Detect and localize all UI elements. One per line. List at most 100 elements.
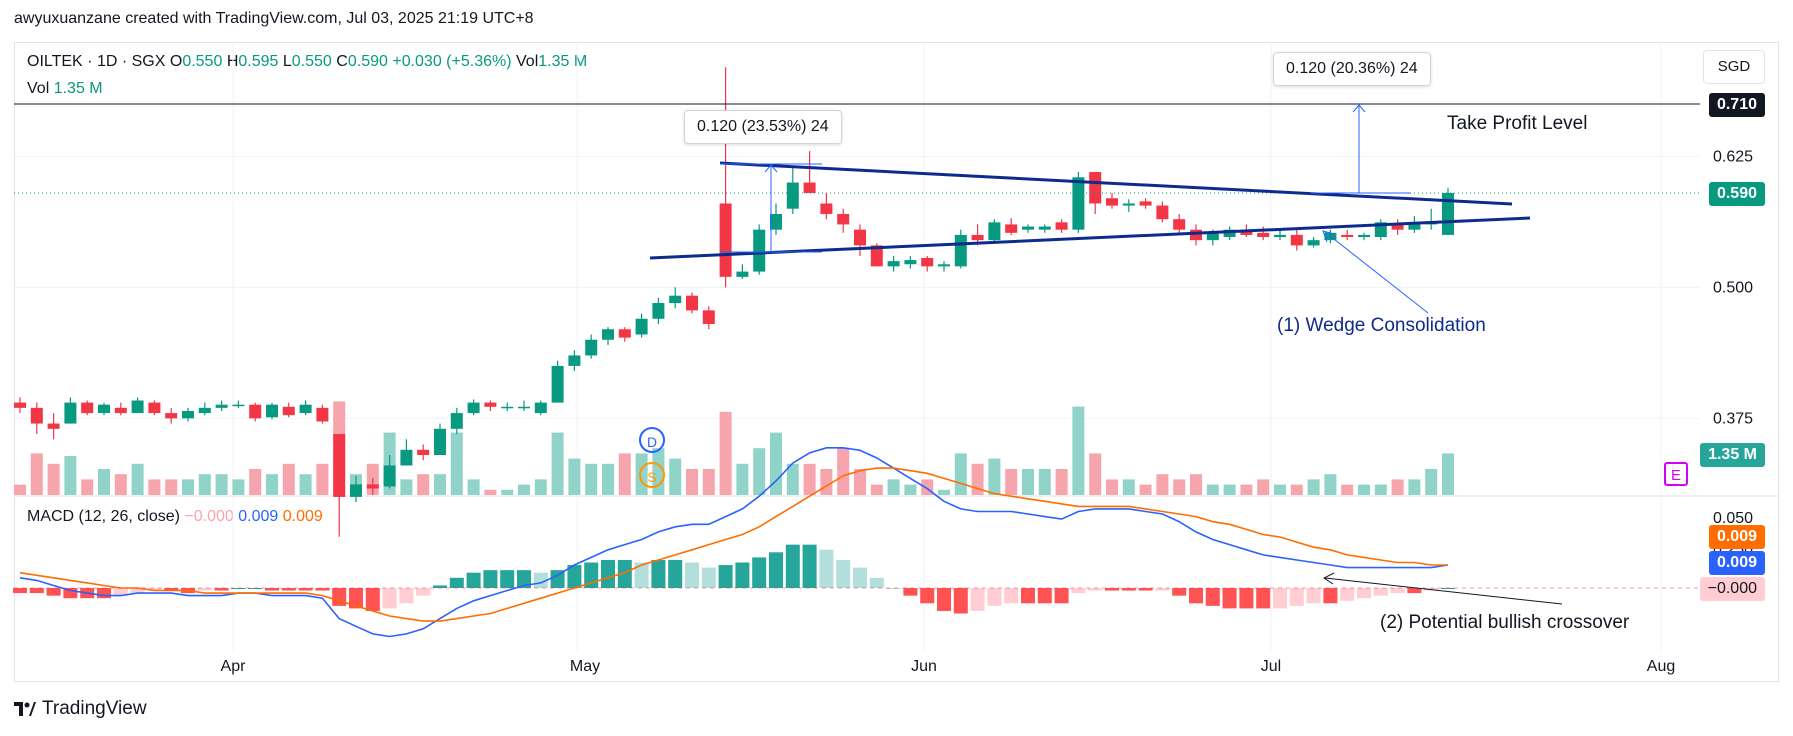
macd-hist-bar [1256, 588, 1271, 609]
macd-hist-bar [147, 588, 162, 591]
macd-hist-bar [685, 562, 699, 588]
volume-bar [1425, 469, 1438, 495]
candle-body [988, 222, 1001, 241]
candle-body [1005, 224, 1018, 233]
measure1-arrowhead [764, 164, 778, 173]
candle-body [1038, 226, 1051, 230]
symbol-label[interactable]: OILTEK · 1D · SGX [27, 53, 166, 70]
volume-bar [434, 474, 446, 495]
wedge-pointer-arrowhead [1322, 230, 1335, 243]
volume-bar [904, 484, 917, 495]
candle-body [1290, 234, 1303, 246]
candle-body [64, 402, 77, 424]
macd-legend-label[interactable]: MACD (12, 26, close) [27, 508, 180, 525]
macd-hist-bar [449, 577, 464, 588]
volume-bar [148, 479, 161, 495]
candles-group [14, 67, 1454, 537]
candle-body [333, 434, 346, 497]
candle-body [1206, 232, 1219, 241]
macd-hist-bar [651, 559, 666, 588]
measure2-label[interactable]: 0.120 (20.36%) 24 [1273, 52, 1431, 86]
volume-bar [1240, 484, 1253, 495]
macd-hist-bar [281, 588, 296, 591]
earnings-marker[interactable]: E [1664, 462, 1688, 486]
volume-bar [182, 479, 194, 495]
volume-bar [1005, 469, 1018, 495]
vol-value: 1.35 M [538, 53, 588, 70]
volume-bar [1055, 469, 1068, 495]
time-tick-label: May [570, 658, 600, 675]
macd-hist-bar [483, 570, 498, 588]
macd-hist-bar [668, 559, 683, 588]
candle-body [484, 402, 497, 407]
candle-body [753, 229, 766, 272]
macd-hist-bar [785, 544, 800, 588]
macd-hist-bar [1189, 588, 1203, 604]
wedge-pointer-line [1324, 231, 1429, 314]
macd-hist-bar [466, 572, 481, 588]
split-marker[interactable]: S [639, 462, 665, 488]
macd-hist-bar [1357, 588, 1371, 599]
volume-bar [669, 458, 682, 495]
macd-hist-bar [63, 588, 78, 599]
volume-bar [114, 474, 127, 495]
macd-hist-bar [29, 588, 44, 594]
candle-body [1391, 224, 1404, 230]
tradingview-logo[interactable]: TradingView [14, 698, 147, 720]
candle-body [366, 484, 379, 489]
macd-hist-bar [1289, 588, 1304, 606]
macd-legend-hist: −0.000 [184, 508, 234, 525]
volume-bar [602, 463, 614, 495]
macd-hist-bar [869, 577, 884, 588]
candle-body [602, 329, 614, 340]
volume-bar [686, 469, 698, 495]
volume-bar [81, 479, 94, 495]
macd-hist-bar [1222, 588, 1237, 609]
candle-body [618, 329, 631, 338]
tradingview-logo-icon [14, 702, 36, 716]
chart-credit: awyuxuanzane created with TradingView.co… [14, 10, 534, 27]
candle-body [1274, 234, 1286, 238]
candle-body [1341, 234, 1354, 238]
candle-body [1156, 205, 1169, 220]
volume-bar [518, 484, 530, 495]
currency-button[interactable]: SGD [1703, 50, 1765, 84]
macd-hist-bar [1138, 588, 1153, 591]
macd-hist-bar [1323, 588, 1338, 604]
volume-bar [1022, 469, 1034, 495]
volume-bar [803, 463, 816, 495]
candle-body [350, 484, 362, 497]
dividend-marker[interactable]: D [639, 427, 665, 453]
crossover-label: (2) Potential bullish crossover [1380, 612, 1630, 633]
volume-bar [1341, 484, 1354, 495]
candle-body [854, 229, 866, 246]
volume-bar [837, 448, 850, 495]
macd-hist-bar [1071, 588, 1086, 594]
volume-bar [887, 479, 900, 495]
signal-line [19, 467, 1448, 622]
candle-body [938, 264, 950, 267]
macd-hist-bar [634, 562, 649, 588]
candle-body [1106, 198, 1118, 206]
macd-legend-signal: 0.009 [282, 508, 323, 525]
volume-bar [585, 463, 598, 495]
macd-hist-bar [550, 570, 565, 588]
time-axis-ticks: Apr May Jun Jul Aug [221, 658, 1676, 675]
macd-hist-bar [718, 565, 733, 588]
macd-hist-bar [886, 588, 901, 589]
wedge-label: (1) Wedge Consolidation [1277, 315, 1486, 336]
high-value: 0.595 [238, 53, 279, 70]
measure1-label[interactable]: 0.120 (23.53%) 24 [684, 110, 842, 144]
volume-bar [316, 463, 329, 495]
macd-hist-bar [1004, 588, 1019, 604]
time-tick-label: Jun [911, 658, 937, 675]
macd-hist-bar [1155, 588, 1170, 591]
candle-body [837, 213, 850, 225]
macd-legend: MACD (12, 26, close) −0.000 0.009 0.009 [27, 508, 323, 526]
candle-body [1173, 219, 1186, 230]
candle-body [1089, 172, 1102, 204]
candle-body [114, 407, 127, 414]
macd-hist-bar [1172, 588, 1187, 596]
